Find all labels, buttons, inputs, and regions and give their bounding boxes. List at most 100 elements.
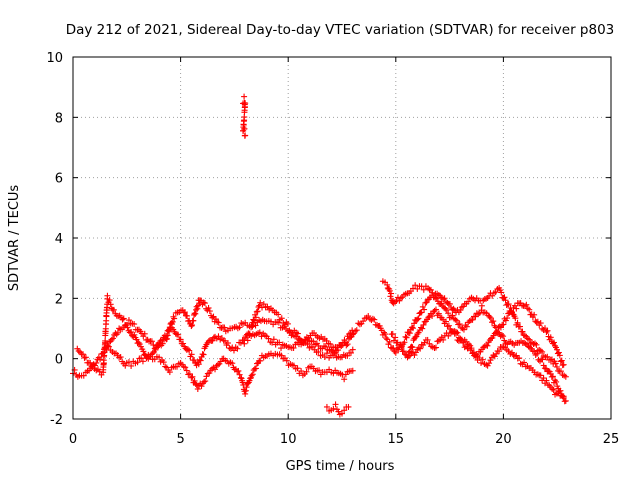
data-point-marker [562, 373, 569, 380]
data-point-marker [534, 318, 541, 325]
data-point-marker [257, 299, 264, 306]
data-point-marker [128, 328, 135, 335]
data-point-marker [323, 403, 330, 410]
data-point-marker [124, 324, 131, 331]
data-point-marker [200, 378, 207, 385]
data-point-marker [135, 339, 142, 346]
data-point-marker [463, 323, 470, 330]
y-tick-label: -2 [50, 413, 63, 428]
data-point-marker [541, 365, 548, 372]
data-point-marker [294, 365, 301, 372]
data-point-marker [414, 316, 421, 323]
data-point-marker [183, 367, 190, 374]
data-point-marker [125, 317, 132, 324]
x-tick-label: 25 [603, 432, 620, 447]
data-point-marker [425, 314, 432, 321]
data-point-marker [497, 324, 504, 331]
data-point-marker [166, 324, 173, 331]
chart-title: Day 212 of 2021, Sidereal Day-to-day VTE… [66, 22, 615, 38]
data-point-marker [524, 335, 531, 342]
data-point-marker [479, 356, 486, 363]
data-point-marker [435, 310, 442, 317]
data-point-marker [490, 352, 497, 359]
data-point-marker [382, 331, 389, 338]
data-point-marker [269, 339, 276, 346]
data-point-marker [420, 286, 427, 293]
data-point-marker [109, 335, 116, 342]
data-point-marker [454, 329, 461, 336]
data-point-marker [422, 299, 429, 306]
data-point-marker [200, 299, 207, 306]
data-point-marker [534, 350, 541, 357]
data-point-marker [345, 403, 352, 410]
y-tick-label: 6 [55, 172, 63, 187]
data-point-marker [472, 352, 479, 359]
data-point-marker [253, 308, 260, 315]
data-point-marker [212, 366, 219, 373]
data-point-marker [148, 338, 155, 345]
data-point-marker [483, 295, 490, 302]
data-point-marker [412, 334, 419, 341]
data-point-marker [386, 287, 393, 294]
data-point-marker [143, 355, 150, 362]
data-point-marker [489, 319, 496, 326]
data-point-marker [550, 386, 557, 393]
data-point-marker [242, 132, 249, 139]
data-point-marker [252, 365, 259, 372]
y-tick-label: 8 [55, 111, 63, 126]
data-point-marker [537, 320, 544, 327]
data-point-marker [521, 332, 528, 339]
data-point-marker [449, 312, 456, 319]
data-point-marker [194, 386, 201, 393]
data-point-marker [90, 361, 97, 368]
data-point-marker [229, 360, 236, 367]
data-point-marker [406, 330, 413, 337]
data-point-marker [338, 342, 345, 349]
data-point-marker [468, 345, 475, 352]
data-point-marker [400, 348, 407, 355]
data-point-marker [260, 301, 267, 308]
data-point-marker [249, 371, 256, 378]
data-point-marker [169, 318, 176, 325]
data-point-marker [547, 334, 554, 341]
data-point-marker [526, 306, 533, 313]
data-point-marker [174, 363, 181, 370]
data-point-marker [540, 362, 547, 369]
data-point-marker [125, 359, 132, 366]
data-point-marker [539, 348, 546, 355]
data-point-marker [420, 321, 427, 328]
data-point-marker [214, 318, 221, 325]
data-point-marker [438, 334, 445, 341]
data-point-marker [323, 350, 330, 357]
data-point-marker [484, 362, 491, 369]
data-point-marker [549, 386, 556, 393]
data-point-marker [206, 308, 213, 315]
data-point-marker [186, 347, 193, 354]
data-point-marker [224, 340, 231, 347]
data-point-marker [160, 359, 167, 366]
data-point-marker [189, 322, 196, 329]
data-point-marker [549, 373, 556, 380]
data-point-marker [114, 329, 121, 336]
data-point-marker [200, 351, 207, 358]
data-point-marker [460, 326, 467, 333]
data-point-marker [443, 318, 450, 325]
data-point-marker [254, 308, 261, 315]
data-point-marker [512, 315, 519, 322]
data-point-marker [550, 339, 557, 346]
data-point-marker [421, 339, 428, 346]
data-point-marker [156, 354, 163, 361]
data-point-marker [431, 307, 438, 314]
data-point-marker [195, 361, 202, 368]
data-point-marker [365, 313, 372, 320]
data-point-marker [517, 323, 524, 330]
data-point-marker [191, 357, 198, 364]
data-point-marker [241, 337, 248, 344]
data-point-marker [131, 321, 138, 328]
data-point-marker [159, 340, 166, 347]
data-point-marker [397, 341, 404, 348]
data-point-marker [214, 361, 221, 368]
data-point-marker [409, 344, 416, 351]
data-point-marker [168, 319, 175, 326]
data-point-marker [237, 374, 244, 381]
